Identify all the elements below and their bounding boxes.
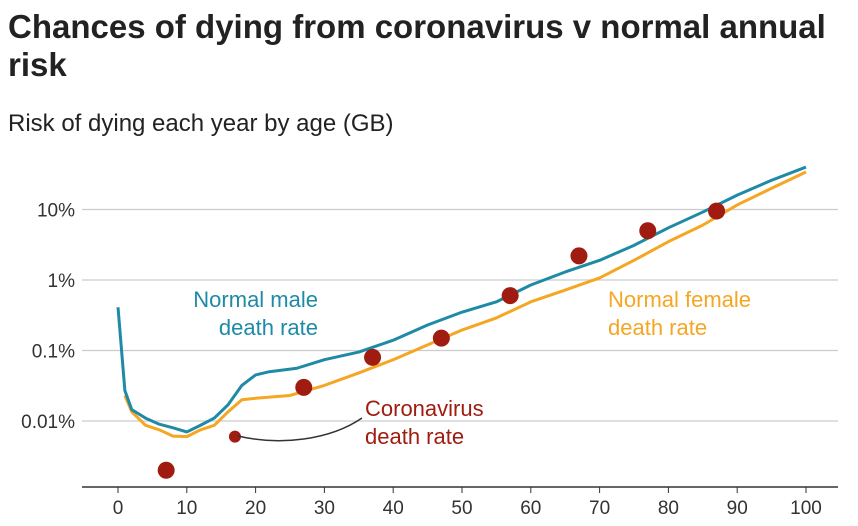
- coronavirus-point: [157, 461, 175, 479]
- male-series-label: death rate: [219, 315, 318, 340]
- x-tick-label: 90: [727, 498, 748, 519]
- male-series-label: Normal male: [193, 287, 318, 312]
- female-death-rate-line: [123, 170, 807, 439]
- y-tick-label: 0.01%: [21, 412, 75, 433]
- x-tick-label: 70: [589, 498, 610, 519]
- coronavirus-point: [364, 348, 382, 366]
- female-series-label: death rate: [608, 315, 707, 340]
- x-tick-label: 30: [314, 498, 335, 519]
- x-tick-label: 20: [245, 498, 266, 519]
- coronavirus-series-label: death rate: [365, 424, 464, 449]
- female-series-label: Normal female: [608, 287, 751, 312]
- coronavirus-point: [570, 247, 588, 265]
- x-tick-label: 50: [451, 498, 472, 519]
- coronavirus-point: [708, 202, 726, 220]
- coronavirus-point: [295, 378, 313, 396]
- chart-subtitle: Risk of dying each year by age (GB): [8, 110, 394, 137]
- x-tick-label: 100: [790, 498, 822, 519]
- coronavirus-point: [501, 287, 519, 305]
- coronavirus-series-label: Coronavirus: [365, 396, 484, 421]
- x-tick-label: 80: [658, 498, 679, 519]
- male-death-rate-line: [116, 165, 807, 434]
- x-tick-label: 60: [520, 498, 541, 519]
- y-tick-label: 0.1%: [32, 342, 75, 363]
- x-tick-label: 0: [113, 498, 124, 519]
- annotation-connector: [237, 417, 363, 442]
- coronavirus-point: [432, 329, 450, 347]
- y-tick-label: 1%: [48, 271, 76, 292]
- x-tick-label: 10: [176, 498, 197, 519]
- coronavirus-point: [639, 222, 657, 240]
- x-tick-label: 40: [383, 498, 404, 519]
- y-tick-label: 10%: [37, 201, 75, 222]
- chart-title: Chances of dying from coronavirus v norm…: [8, 8, 826, 83]
